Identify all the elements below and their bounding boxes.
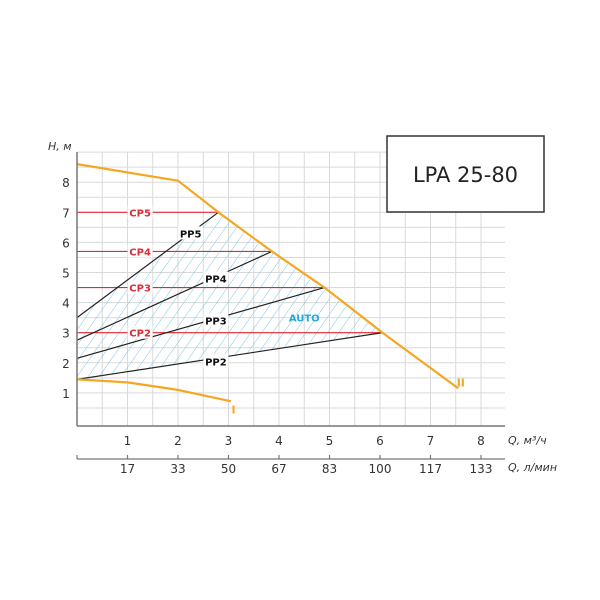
y-tick-label: 4 xyxy=(62,297,70,311)
x2-tick-label: 50 xyxy=(221,462,236,476)
x2-tick-label: 33 xyxy=(170,462,185,476)
y-axis-title: H, м xyxy=(48,140,72,153)
label-pp5: PP5 xyxy=(180,229,202,240)
x2-axis-title: Q, л/мин xyxy=(508,461,557,474)
label-pp3: PP3 xyxy=(205,317,227,328)
y-tick-label: 3 xyxy=(62,327,70,341)
y-tick-label: 8 xyxy=(62,176,70,190)
x2-tick-label: 117 xyxy=(419,462,442,476)
x2-tick-label: 83 xyxy=(322,462,337,476)
auto-region-hatch xyxy=(77,212,383,380)
label-bg xyxy=(127,244,153,258)
x-tick-label: 7 xyxy=(427,434,435,448)
x-tick-label: 6 xyxy=(376,434,384,448)
label-bg xyxy=(127,280,153,294)
x2-tick-label: 67 xyxy=(271,462,286,476)
label-cp3: CP3 xyxy=(129,284,151,295)
x2-tick-label: 17 xyxy=(120,462,135,476)
label-auto: AUTO xyxy=(289,314,320,325)
curve-i xyxy=(76,378,232,403)
label-bg xyxy=(203,354,229,368)
label-bg xyxy=(127,325,153,339)
x-tick-label: 4 xyxy=(275,434,283,448)
label-pp2: PP2 xyxy=(205,357,227,368)
curve-pp3 xyxy=(76,286,325,359)
label-cp5: CP5 xyxy=(129,208,151,219)
x2-tick-label: 100 xyxy=(369,462,392,476)
label-bg xyxy=(203,313,229,327)
label-bg xyxy=(203,271,229,285)
label-cp2: CP2 xyxy=(129,329,151,340)
y-tick-label: 7 xyxy=(62,206,70,220)
curve-pp4 xyxy=(76,250,273,341)
x-tick-label: 3 xyxy=(225,434,233,448)
curve-ii xyxy=(76,163,459,390)
label-ii: II xyxy=(457,376,465,389)
series-lines xyxy=(76,163,459,403)
auto-hatch xyxy=(77,212,383,380)
label-cp4: CP4 xyxy=(129,247,151,258)
label-bg xyxy=(127,205,153,219)
label-i: I xyxy=(232,403,236,416)
y-tick-label: 1 xyxy=(62,387,70,401)
x2-tick-label: 133 xyxy=(470,462,493,476)
x-tick-label: 1 xyxy=(124,434,132,448)
model-title: LPA 25-80 xyxy=(413,163,518,187)
model-title-box: LPA 25-80 xyxy=(386,135,545,213)
curve-pp2 xyxy=(76,332,383,380)
x-tick-label: 8 xyxy=(477,434,485,448)
x-tick-label: 5 xyxy=(326,434,334,448)
y-tick-label: 5 xyxy=(62,267,70,281)
y-tick-label: 6 xyxy=(62,236,70,250)
label-pp4: PP4 xyxy=(205,275,227,286)
label-bg xyxy=(178,226,204,240)
x-tick-label: 2 xyxy=(174,434,182,448)
x-axis-title: Q, м³/ч xyxy=(508,434,547,447)
y-tick-label: 2 xyxy=(62,357,70,371)
